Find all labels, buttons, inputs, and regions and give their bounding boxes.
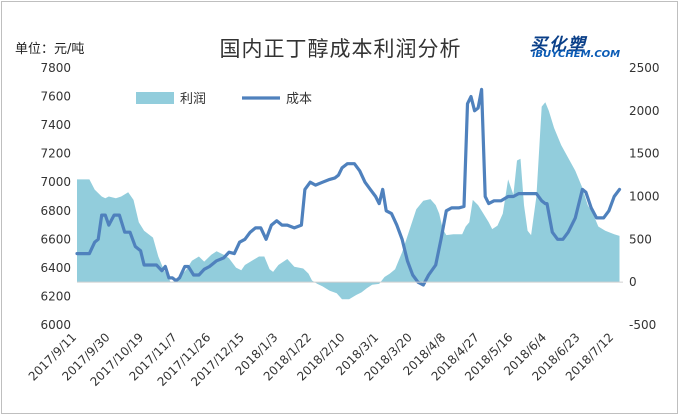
brand-logo: 买化塑 iBUYCHEM.COM: [522, 30, 642, 64]
y-left-tick: 6400: [40, 261, 71, 275]
y-right-tick: 2000: [629, 104, 660, 118]
profit-area: [77, 102, 620, 300]
y-right-tick: 1000: [629, 190, 660, 204]
legend-label-cost: 成本: [286, 92, 312, 107]
y-right-tick: 1500: [629, 147, 660, 161]
y-left-tick: 7800: [40, 61, 71, 75]
cost-line: [75, 87, 622, 287]
legend-swatch-profit: [136, 92, 174, 104]
y-left-tick: 7600: [40, 90, 71, 104]
logo-cn-text: 买化塑: [530, 35, 587, 55]
legend-label-profit: 利润: [180, 92, 206, 107]
y-left-tick: 7000: [40, 175, 71, 189]
logo-en-text: iBUYCHEM.COM: [532, 49, 621, 60]
unit-label: 单位：元/吨: [15, 42, 85, 57]
y-right-tick: 2500: [629, 61, 660, 75]
y-right-tick: 500: [629, 232, 652, 246]
chart-title: 国内正丁醇成本利润分析: [219, 37, 462, 61]
y-left-tick: 6800: [40, 204, 71, 218]
y-left-tick: 7200: [40, 147, 71, 161]
y-right-tick: 0: [629, 275, 637, 289]
y-left-tick: 7400: [40, 118, 71, 132]
y-left-tick: 6600: [40, 232, 71, 246]
y-left-tick: 6000: [40, 318, 71, 332]
y-right-tick: -500: [629, 318, 656, 332]
y-left-tick: 6200: [40, 289, 71, 303]
